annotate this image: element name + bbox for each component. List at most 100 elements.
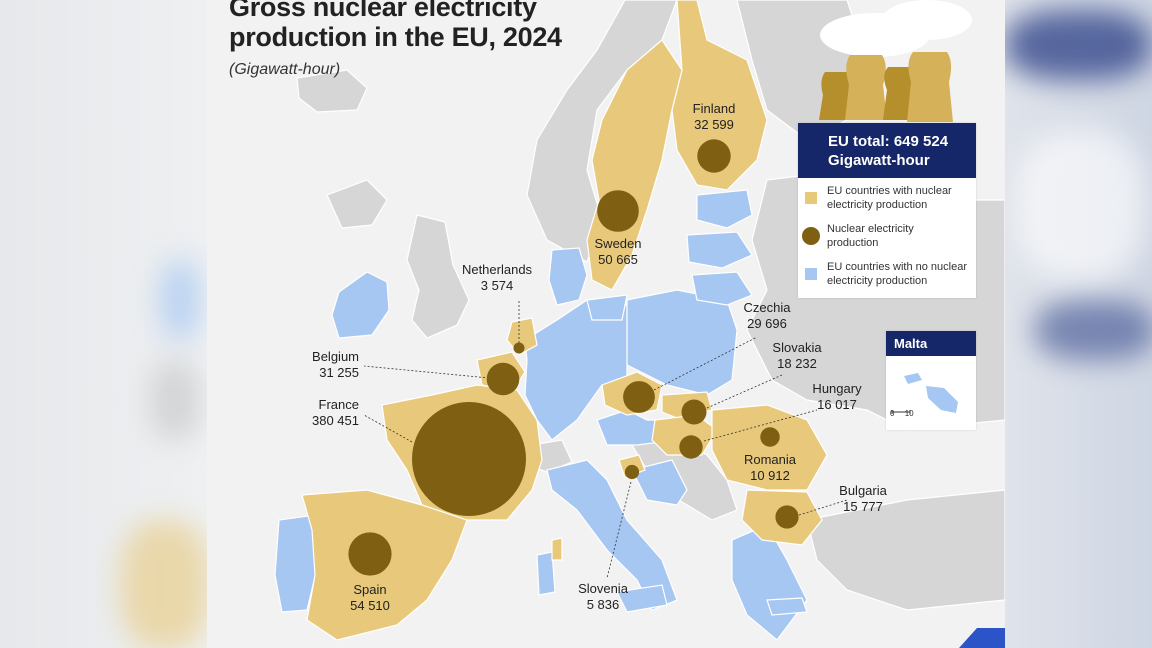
- country-value: 3 574: [480, 278, 514, 293]
- bubble-slovenia: [624, 464, 640, 480]
- eu-total-unit: Gigawatt-hour: [828, 152, 930, 169]
- country-name: Czechia: [743, 300, 791, 315]
- country-label-france: France 380 451: [312, 397, 359, 429]
- yellow-square-icon: [805, 192, 817, 204]
- country-label-spain: Spain 54 510: [350, 582, 390, 614]
- legend-label: EU countries with no nuclear electricity…: [827, 261, 968, 287]
- germany-coast-shape: [586, 294, 628, 321]
- leader-line-hungary: [703, 409, 818, 442]
- leader-line-bulgaria: [798, 499, 848, 516]
- eu-total-box: EU total: 649 524 Gigawatt-hour: [798, 123, 976, 178]
- denmark-shape: [548, 247, 588, 306]
- leader-line-belgium: [363, 365, 490, 379]
- country-name: Bulgaria: [839, 483, 887, 498]
- backdrop-blob: [1035, 300, 1152, 360]
- country-value: 15 777: [843, 499, 883, 514]
- legend-label: Nuclear electricity production: [827, 223, 914, 249]
- leader-line-france: [363, 414, 413, 443]
- scale-label-0: 0: [890, 409, 895, 418]
- gozo-shape: [904, 373, 922, 384]
- country-label-netherlands: Netherlands 3 574: [462, 262, 532, 294]
- malta-inset: Malta 0 10: [886, 331, 976, 430]
- country-value: 5 836: [586, 597, 620, 612]
- brown-circle-icon: [802, 227, 820, 245]
- backdrop-blob: [160, 260, 200, 340]
- ireland-shape: [331, 271, 390, 339]
- blue-square-icon: [805, 268, 817, 280]
- country-label-slovenia: Slovenia 5 836: [578, 581, 628, 613]
- malta-map: [891, 373, 958, 414]
- country-name: France: [318, 397, 359, 412]
- leader-line-slovenia: [606, 481, 632, 579]
- eu-no-nuclear-land: [274, 189, 808, 641]
- country-name: Slovakia: [772, 340, 822, 355]
- scale-labels: 0 10: [890, 409, 914, 418]
- cooling-towers-illustration: [819, 0, 972, 122]
- country-label-czechia: Czechia 29 696: [744, 300, 791, 332]
- country-name: Netherlands: [461, 262, 533, 277]
- backdrop-blob: [1015, 130, 1145, 280]
- country-name: Hungary: [812, 381, 862, 396]
- bubble-belgium: [486, 362, 520, 396]
- country-name: Belgium: [312, 349, 359, 364]
- scale-label-10: 10: [904, 409, 914, 418]
- cooling-tower: [845, 55, 887, 120]
- legend-panel: EU total: 649 524 Gigawatt-hour EU count…: [798, 123, 976, 298]
- country-label-bulgaria: Bulgaria 15 777: [839, 483, 887, 515]
- country-name: Romania: [743, 452, 797, 467]
- backdrop-blob: [1005, 10, 1152, 80]
- romania-shape: [711, 404, 828, 491]
- backdrop-blob: [150, 360, 200, 440]
- bubble-france: [412, 402, 526, 516]
- croatia-shape: [631, 459, 688, 506]
- country-name: Spain: [353, 582, 387, 597]
- production-bubbles: [348, 139, 799, 576]
- leader-line-slovakia: [706, 374, 783, 409]
- bubble-finland: [697, 139, 731, 173]
- subtitle: (Gigawatt-hour): [229, 61, 341, 78]
- bubble-netherlands: [513, 342, 525, 354]
- country-label-slovakia: Slovakia 18 232: [772, 340, 821, 372]
- sicily-sardinia-shape: [536, 551, 668, 613]
- bubble-slovakia: [681, 399, 707, 425]
- cyprus-crete-shape: [766, 597, 808, 616]
- bubble-sweden: [597, 190, 639, 232]
- country-value: 18 232: [777, 356, 817, 371]
- poland-shape: [626, 289, 738, 396]
- bubble-bulgaria: [775, 505, 799, 529]
- faroe-shape: [326, 179, 388, 229]
- country-value: 29 696: [747, 316, 787, 331]
- leader-lines: [363, 300, 848, 579]
- legend-item-production-bubble: Nuclear electricity production: [798, 216, 976, 254]
- corner-accent: [959, 628, 1005, 648]
- left-blurred-backdrop: [0, 0, 210, 648]
- leader-line-czechia: [653, 336, 758, 391]
- country-label-romania: Romania 10 912: [744, 452, 796, 484]
- country-value: 31 255: [319, 365, 359, 380]
- bubble-spain: [348, 532, 392, 576]
- title-line-2: production in the EU, 2024: [229, 22, 562, 52]
- legend-item-no-nuclear-countries: EU countries with no nuclear electricity…: [798, 254, 976, 298]
- right-blurred-backdrop: [1005, 0, 1152, 648]
- country-name: Finland: [692, 101, 736, 116]
- eu-total-value: EU total: 649 524: [828, 133, 949, 150]
- scale-bar: [891, 410, 911, 414]
- great-britain-shape: [406, 214, 470, 339]
- country-value: 380 451: [312, 413, 359, 428]
- title-line-1: Gross nuclear electricity: [229, 0, 537, 22]
- backdrop-blob: [120, 520, 210, 648]
- country-name: Sweden: [594, 236, 642, 251]
- legend-label: EU countries with nuclear electricity pr…: [827, 185, 952, 211]
- country-label-belgium: Belgium 31 255: [312, 349, 359, 381]
- country-label-finland: Finland 32 599: [693, 101, 736, 133]
- country-value: 50 665: [598, 252, 638, 267]
- country-label-hungary: Hungary 16 017: [812, 381, 861, 413]
- turkey-shape: [806, 489, 1005, 611]
- country-value: 54 510: [350, 598, 390, 613]
- steam-cloud: [882, 0, 972, 40]
- europe-map: [274, 0, 1005, 648]
- country-value: 10 912: [750, 468, 790, 483]
- country-value: 16 017: [817, 397, 857, 412]
- malta-island-shape: [926, 386, 958, 413]
